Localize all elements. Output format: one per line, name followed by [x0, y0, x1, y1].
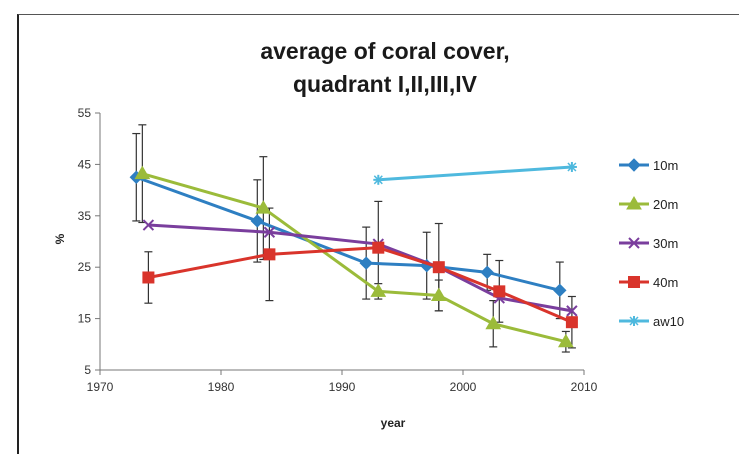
data-point-10m — [480, 265, 494, 280]
x-tick-label: 1990 — [329, 380, 356, 394]
data-point-30m-stroke — [142, 219, 155, 231]
chart-title-line-2: quadrant I,II,III,IV — [293, 71, 478, 97]
data-point-40m — [372, 241, 385, 254]
series-line-30m — [148, 223, 573, 313]
data-point-10m — [250, 214, 265, 228]
y-tick-label: 55 — [78, 106, 92, 120]
y-tick-label: 35 — [78, 209, 92, 223]
y-tick-label: 45 — [78, 157, 92, 171]
data-point-aw10-stroke — [567, 162, 577, 172]
x-tick-label: 1980 — [208, 380, 235, 394]
y-tick-label: 25 — [78, 260, 92, 274]
legend-item-20m: 20m — [619, 196, 678, 212]
legend-swatch-marker — [627, 158, 641, 172]
legend-item-30m: 30m — [619, 236, 678, 251]
data-point-aw10 — [373, 174, 384, 185]
data-point-aw10-stroke — [373, 175, 383, 185]
plot-area: 5 15 25 35 45 55 1970 1980 1990 2000 2010 — [78, 106, 598, 394]
data-point-40m — [432, 261, 445, 274]
series-line-40m — [148, 246, 573, 324]
y-axis-title: % — [53, 233, 67, 244]
data-point-20m — [255, 200, 272, 214]
x-axis-title: year — [381, 416, 406, 430]
legend-swatch-marker — [626, 196, 642, 210]
x-tick-label: 2000 — [450, 380, 477, 394]
legend-item-aw10: aw10 — [619, 314, 684, 329]
data-point-30m-stroke — [566, 305, 578, 317]
legend-swatch-marker-stroke — [628, 237, 640, 249]
y-tick-label: 15 — [78, 312, 92, 326]
data-point-40m — [142, 271, 155, 284]
y-tick-label: 5 — [84, 363, 91, 377]
data-point-30m-stroke — [263, 226, 276, 238]
data-point-20m — [430, 287, 447, 301]
series-line-aw10 — [378, 165, 572, 182]
data-point-30m — [142, 219, 155, 231]
data-point-10m — [359, 256, 373, 270]
chart-title-line-1: average of coral cover, — [260, 38, 509, 64]
legend-label: 20m — [653, 197, 678, 212]
x-tick-label: 2010 — [571, 380, 598, 394]
legend-label: 40m — [653, 275, 678, 290]
legend-label: aw10 — [653, 314, 684, 329]
legend-swatch-marker — [628, 237, 640, 249]
legend-item-40m: 40m — [619, 275, 678, 290]
data-point-40m — [493, 285, 506, 298]
series-line-20m — [141, 172, 567, 344]
chart-svg: average of coral cover, quadrant I,II,II… — [53, 38, 684, 430]
legend: 10m 20m 30m 40m aw10 — [619, 158, 684, 329]
chart-frame: average of coral cover, quadrant I,II,II… — [17, 14, 739, 454]
data-point-40m — [565, 316, 578, 329]
data-point-20m — [557, 333, 574, 348]
x-tick-label: 1970 — [87, 380, 114, 394]
series-line-10m — [135, 175, 561, 292]
data-point-20m — [485, 315, 502, 330]
legend-swatch-marker — [629, 316, 639, 326]
data-point-20m — [134, 165, 151, 180]
data-point-20m — [370, 283, 387, 297]
data-point-30m — [566, 305, 578, 317]
legend-label: 10m — [653, 158, 678, 173]
data-point-40m — [263, 248, 276, 261]
data-point-aw10 — [566, 161, 577, 172]
legend-item-10m: 10m — [619, 158, 678, 173]
data-point-10m — [553, 283, 567, 298]
legend-swatch-marker — [628, 276, 640, 288]
data-point-30m — [263, 226, 276, 238]
legend-swatch-marker-stroke — [629, 316, 639, 326]
legend-label: 30m — [653, 236, 678, 251]
